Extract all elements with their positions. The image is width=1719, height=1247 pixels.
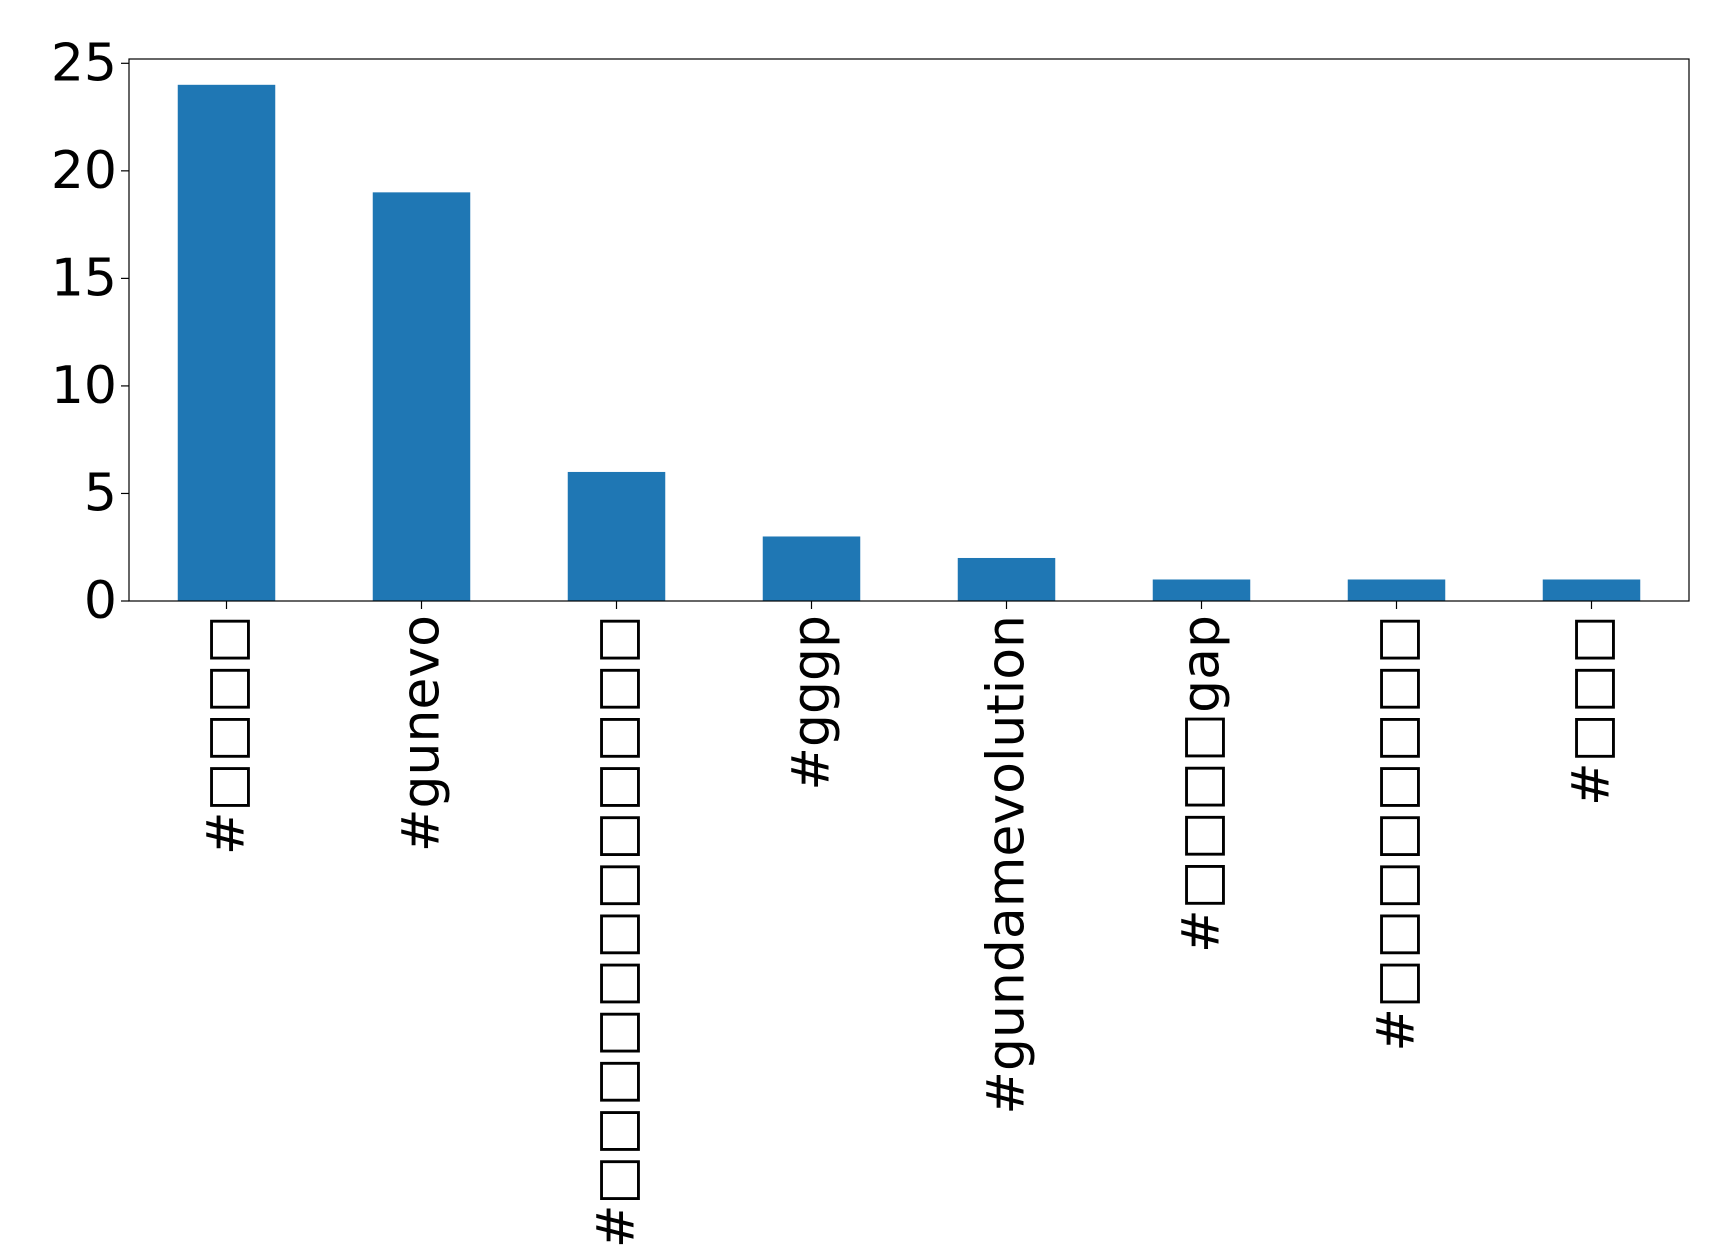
y-axis-ticks: 0 5 10 15 20 25 <box>51 33 129 631</box>
bar <box>177 84 276 601</box>
bar <box>957 557 1056 601</box>
bar <box>1152 579 1251 601</box>
x-tick-label: #□□□□□□□□ <box>1367 615 1427 1052</box>
bar <box>1347 579 1446 601</box>
x-tick-label: #□□□□□□□□□□□□ <box>587 615 647 1247</box>
x-tick-label: #gggp <box>782 615 842 791</box>
bar <box>567 471 666 601</box>
y-tick-label: 20 <box>51 141 117 201</box>
x-tick-label: #□□□ <box>1562 615 1622 806</box>
x-tick-label: #□□□□ <box>197 615 257 855</box>
axes-layer <box>128 58 1690 602</box>
bar <box>762 536 861 601</box>
x-tick-label: #gundamevolution <box>977 615 1037 1115</box>
y-tick-label: 5 <box>84 463 117 523</box>
y-tick-label: 15 <box>51 248 117 308</box>
bar <box>1542 579 1641 601</box>
bars-layer <box>177 84 1641 601</box>
bar <box>372 192 471 601</box>
x-tick-label: #gunevo <box>392 615 452 852</box>
y-tick-label: 0 <box>84 571 117 631</box>
x-tick-label: #□□□□gap <box>1172 615 1232 953</box>
plot-frame <box>128 58 1690 602</box>
y-tick-label: 25 <box>51 33 117 93</box>
x-axis-ticks: #□□□□ #gunevo #□□□□□□□□□□□□ #gggp #gundamevo… <box>197 601 1622 1247</box>
y-tick-label: 10 <box>51 356 117 416</box>
